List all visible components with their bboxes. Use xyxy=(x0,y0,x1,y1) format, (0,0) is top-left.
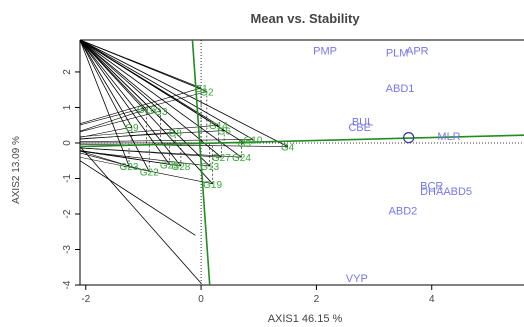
genotype-label: G24 xyxy=(232,153,251,164)
ray-line xyxy=(79,124,219,138)
x-axis-label: AXIS1 46.15 % xyxy=(268,313,343,325)
ray-line xyxy=(79,39,222,158)
ray-line xyxy=(79,126,132,138)
axis-line-1 xyxy=(79,134,524,148)
genotype-label: G9 xyxy=(125,123,139,134)
genotype-label: G22 xyxy=(140,167,159,178)
x-tick-label: 0 xyxy=(198,294,204,305)
y-tick-label: 0 xyxy=(62,140,73,146)
y-tick-label: -4 xyxy=(62,280,73,289)
genotype-label: G1 xyxy=(194,84,208,95)
environment-label: DHA xyxy=(420,186,444,198)
ray-line xyxy=(79,108,147,132)
axis-line-2 xyxy=(191,39,211,286)
ray-line xyxy=(79,160,196,236)
ray-line xyxy=(79,152,150,172)
ray-line xyxy=(79,39,213,185)
genotype-label: G25 xyxy=(160,160,179,171)
ray-line xyxy=(79,39,130,167)
ray-line xyxy=(79,146,202,284)
y-tick-label: 2 xyxy=(62,69,73,75)
environment-label: PLM xyxy=(386,47,409,59)
genotype-label: G27 xyxy=(212,153,231,164)
ray-line xyxy=(79,147,222,158)
y-tick-label: -2 xyxy=(62,209,73,218)
ray-line xyxy=(79,39,242,158)
environment-label: BUL xyxy=(352,117,373,129)
environment-label: ABD1 xyxy=(386,83,415,95)
x-tick-label: 2 xyxy=(314,294,320,305)
environment-label: ABD5 xyxy=(443,186,472,198)
ray-line xyxy=(79,39,219,126)
ray-line xyxy=(79,150,130,167)
ray-line xyxy=(79,39,170,165)
ray-line xyxy=(79,39,211,167)
genotype-label: G6 xyxy=(217,127,231,138)
average-environment-marker xyxy=(403,132,415,144)
y-tick-label: 1 xyxy=(62,104,73,110)
ray-line xyxy=(79,132,176,140)
genotype-label: G10 xyxy=(244,135,263,146)
y-tick-label: -1 xyxy=(62,174,73,183)
genotype-label: G5 xyxy=(238,139,252,150)
genotype-label: G16 xyxy=(137,105,156,116)
y-axis-label: AXIS2 13.09 % xyxy=(11,136,22,204)
ray-line xyxy=(79,39,133,128)
genotype-label: G3 xyxy=(154,107,168,118)
environment-label: BCR xyxy=(420,181,443,193)
ray-line xyxy=(79,39,161,112)
chart-title: Mean vs. Stability xyxy=(250,11,360,26)
genotype-label: G4 xyxy=(281,143,295,154)
environment-label: VYP xyxy=(346,273,368,285)
x-tick-label: 4 xyxy=(429,294,435,305)
genotype-label: G8 xyxy=(168,128,182,139)
ray-line xyxy=(79,150,181,167)
ray-line xyxy=(79,39,208,92)
genotype-label: G14 xyxy=(209,121,228,132)
y-tick-label: -3 xyxy=(62,245,73,254)
ray-line xyxy=(79,39,254,140)
ray-line xyxy=(79,39,150,172)
ray-line xyxy=(79,39,288,147)
genotype-label: G23 xyxy=(120,162,139,173)
genotype-label: G19 xyxy=(203,180,222,191)
environment-label: ABD2 xyxy=(389,205,418,217)
ray-line xyxy=(79,139,253,143)
genotype-label: G2 xyxy=(200,87,214,98)
environment-label: APR xyxy=(406,46,429,58)
genotype-label: G28 xyxy=(171,162,190,173)
genotype-label: G13 xyxy=(200,162,219,173)
x-tick-label: -2 xyxy=(81,294,90,305)
environment-label: PMP xyxy=(313,46,337,58)
environment-label: MLR xyxy=(437,131,460,143)
environment-label: CBE xyxy=(348,122,371,134)
ray-line xyxy=(79,143,288,147)
ray-line xyxy=(79,110,161,133)
ray-line xyxy=(79,39,182,167)
